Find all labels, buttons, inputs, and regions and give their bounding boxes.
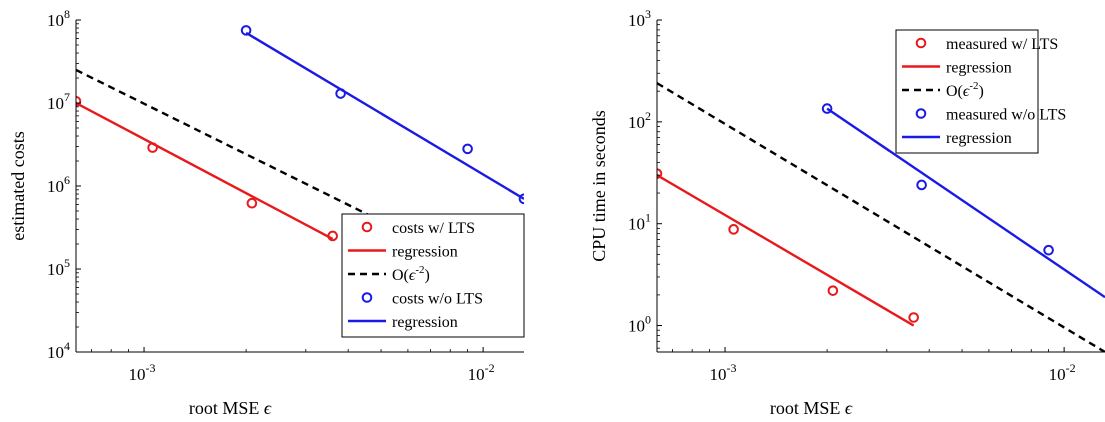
left-chart-estimated-costs: 104 105 106 107 108 10-3 10-2 root MSE ϵ estimat… [8,7,525,418]
legend-label: regression [946,130,1012,147]
legend-label: regression [946,60,1012,77]
y-tick-label: 104 [47,339,70,362]
series-line-4 [826,107,1105,299]
legend-label: costs w/o LTS [392,291,483,308]
legend: costs w/ LTS regression O(ϵ-2) costs w/o LT… [341,213,525,338]
legend-box [895,29,1039,154]
legend-label: measured w/ LTS [946,36,1058,53]
legend-swatch-marker [361,221,373,233]
legend: measured w/ LTS regression O(ϵ-2) measured … [895,29,1066,154]
data-point-0-2 [827,285,839,296]
series-line-1 [657,174,915,327]
plot-area [657,82,1105,352]
plot-area [76,25,524,293]
y-axis-label: estimated costs [8,131,28,240]
y-tick-label: 100 [628,313,651,336]
legend-label: regression [392,314,458,331]
data-point-3-3 [518,193,524,205]
data-point-0-2 [246,197,258,209]
x-tick-label: 10-2 [1049,361,1076,384]
data-point-3-1 [916,179,927,191]
data-point-0-3 [908,312,919,323]
data-point-3-0 [240,25,252,36]
data-point-0-0 [76,95,82,107]
data-point-3-2 [462,143,473,155]
x-tick-label: 10-3 [129,361,156,384]
legend-box [341,213,525,338]
y-tick-label: 103 [628,7,651,30]
x-tick-label: 10-2 [468,361,495,384]
legend-label: measured w/o LTS [946,107,1066,124]
legend-swatch-marker [915,108,927,119]
x-axis-label: root MSE ϵ [189,398,272,418]
y-tick-label: 108 [47,7,70,30]
legend-swatch-marker [361,292,373,303]
right-chart-cpu-time: 100 101 102 103 10-3 10-2 root MSE ϵ CPU time i… [589,7,1105,418]
y-tick-label: 105 [47,256,70,279]
y-tick-label: 102 [628,109,651,132]
legend-swatch-marker [915,37,927,49]
data-point-0-3 [327,230,338,242]
series-line-4 [245,31,524,200]
legend-label: O(ϵ-2) [946,80,984,100]
data-point-0-1 [728,224,739,235]
series-line-1 [76,101,334,241]
y-tick-label: 101 [628,211,651,234]
data-point-3-0 [821,103,833,114]
x-tick-label: 10-3 [710,361,737,384]
legend-label: costs w/ LTS [392,220,475,237]
x-axis-label: root MSE ϵ [770,398,853,418]
y-axis-label: CPU time in seconds [589,110,609,262]
y-tick-label: 107 [47,90,70,113]
legend-label: regression [392,244,458,261]
series-line-2 [657,82,1105,352]
data-point-3-2 [1043,244,1054,256]
y-tick-label: 106 [47,173,70,196]
legend-label: O(ϵ-2) [392,264,430,284]
